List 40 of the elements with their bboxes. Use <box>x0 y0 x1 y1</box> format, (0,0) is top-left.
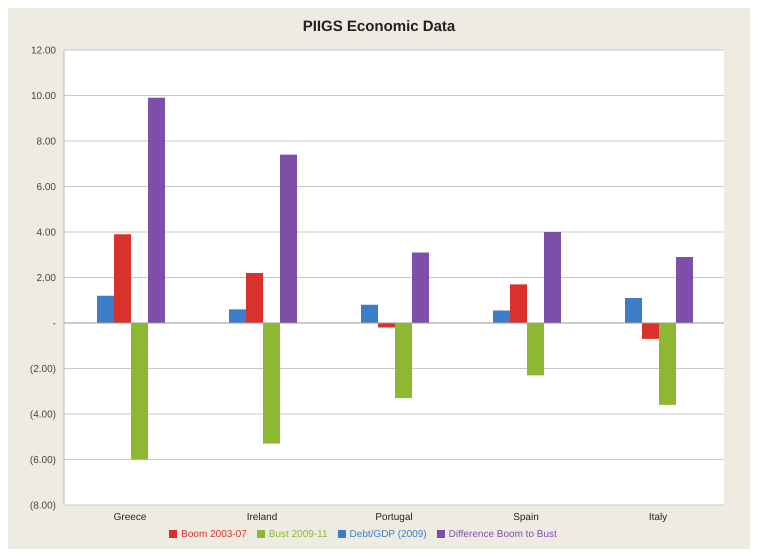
legend-label: Debt/GDP (2009) <box>350 529 427 540</box>
x-tick-label: Ireland <box>246 512 278 524</box>
bar <box>625 298 642 323</box>
bar <box>246 272 263 323</box>
bar <box>280 154 297 323</box>
bar <box>659 323 676 405</box>
chart-title: PIIGS Economic Data <box>302 17 456 37</box>
y-tick-label: (8.00) <box>30 500 56 512</box>
bar <box>131 323 148 460</box>
bar <box>527 323 544 376</box>
bar <box>148 98 165 323</box>
y-tick-label: 10.00 <box>30 91 56 102</box>
bar <box>114 234 131 323</box>
y-tick-label: (2.00) <box>30 364 56 376</box>
x-tick-label: Italy <box>648 512 668 524</box>
y-tick-label: (4.00) <box>30 410 56 421</box>
x-tick-label: Greece <box>114 512 147 524</box>
y-tick-label: 2.00 <box>36 273 56 284</box>
bar <box>676 257 693 323</box>
y-tick-label: 12.00 <box>30 46 56 57</box>
bar <box>229 309 246 323</box>
x-tick-label: Spain <box>513 512 539 524</box>
legend-label: Difference Boom to Bust <box>448 529 557 540</box>
bar <box>493 310 510 323</box>
y-tick-label: - <box>52 318 56 330</box>
y-tick-label: 8.00 <box>36 136 56 148</box>
y-tick-label: 4.00 <box>36 228 56 239</box>
bar <box>361 304 378 323</box>
bar <box>395 323 412 398</box>
y-tick-label: 6.00 <box>36 182 56 194</box>
bar <box>263 323 280 444</box>
bar <box>412 252 429 323</box>
bar <box>544 232 561 323</box>
legend-label: Bust 2009-11 <box>268 529 328 540</box>
x-tick-label: Portugal <box>375 512 413 524</box>
y-tick-label: (6.00) <box>30 455 56 466</box>
bar <box>642 323 659 339</box>
bar <box>97 296 114 323</box>
legend-label: Boom 2003-07 <box>181 529 247 540</box>
bar <box>510 284 527 323</box>
